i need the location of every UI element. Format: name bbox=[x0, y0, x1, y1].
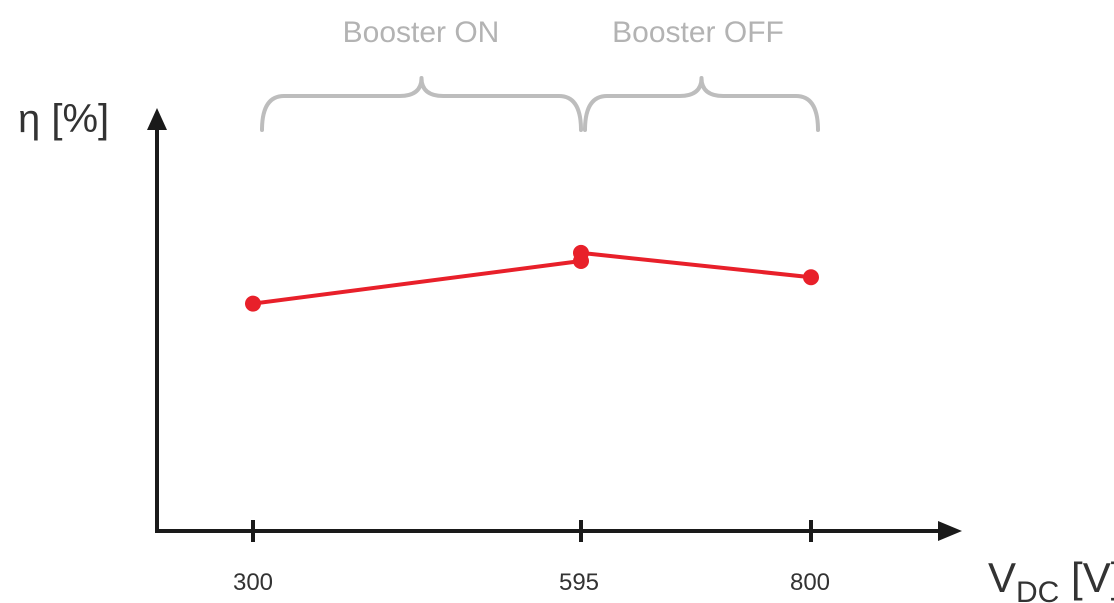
x-axis-label-main: V bbox=[988, 554, 1016, 601]
x-axis-label-unit: [V] bbox=[1059, 554, 1114, 601]
x-axis-label-subscript: DC bbox=[1016, 576, 1059, 603]
x-tick-label-595: 595 bbox=[559, 569, 599, 596]
data-point-0 bbox=[245, 295, 261, 312]
series-line bbox=[252, 250, 812, 306]
x-tick-label-300: 300 bbox=[233, 569, 273, 596]
annotation-brace-booster-on bbox=[260, 76, 583, 132]
x-tick-label-800: 800 bbox=[790, 569, 830, 596]
annotation-booster-on-label: Booster ON bbox=[343, 16, 500, 49]
y-axis-arrowhead bbox=[147, 108, 167, 130]
y-axis-label: η [%] bbox=[18, 97, 109, 141]
x-axis-arrowhead bbox=[938, 521, 962, 541]
x-axis-label: VDC [V] bbox=[988, 554, 1114, 603]
data-point-2 bbox=[573, 244, 589, 261]
annotation-brace-booster-off bbox=[583, 76, 820, 132]
annotation-booster-off-label: Booster OFF bbox=[612, 16, 784, 49]
data-point-3 bbox=[803, 269, 819, 286]
